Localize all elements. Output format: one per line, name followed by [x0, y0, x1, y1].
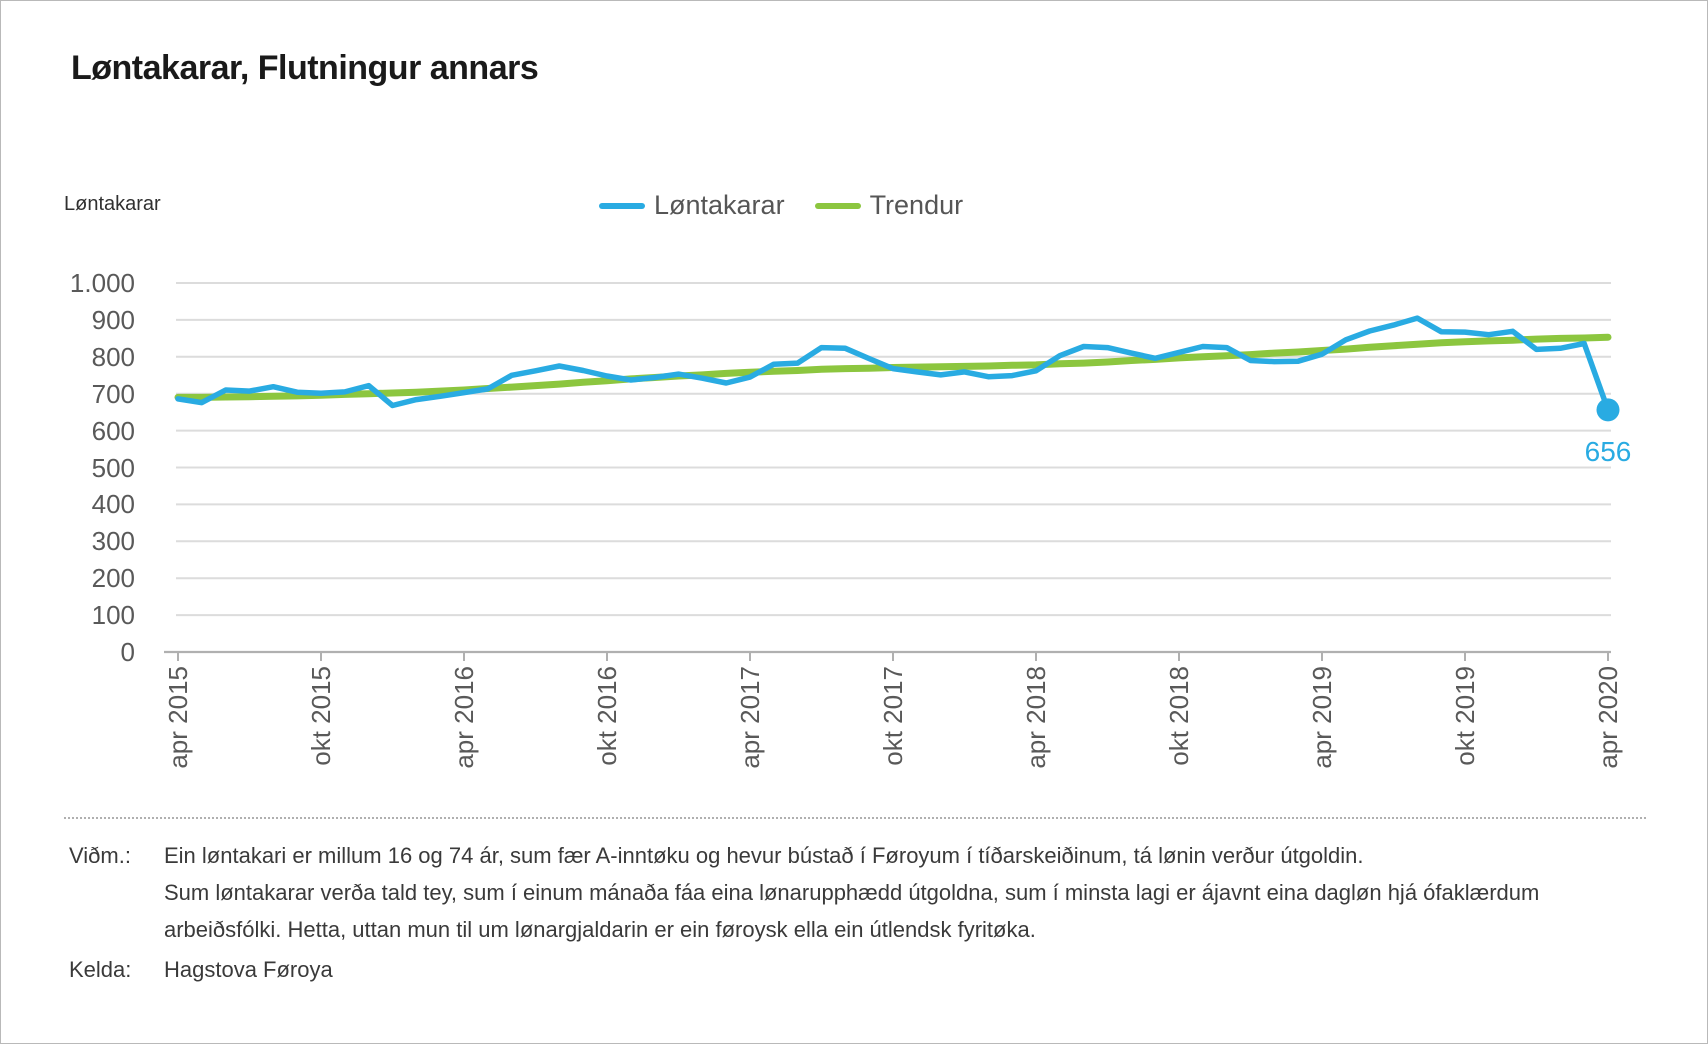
x-axis-tick-label: okt 2015 [306, 666, 336, 766]
page-title: Løntakarar, Flutningur annars [71, 49, 539, 87]
y-axis-tick-label: 100 [91, 600, 135, 631]
y-axis-tick-label: 0 [120, 637, 135, 667]
x-axis-tick-label: okt 2017 [878, 666, 908, 766]
footer-divider [64, 817, 1646, 819]
y-axis-tick-label: 300 [91, 526, 135, 557]
trendur-line-swatch-icon [814, 202, 861, 209]
x-axis-tick-label: apr 2020 [1593, 666, 1623, 769]
y-axis-tick-label: 400 [91, 489, 135, 520]
y-axis-tick-label: 200 [91, 563, 135, 594]
x-axis-tick-label: apr 2018 [1021, 666, 1051, 769]
y-axis-tick-label: 1.000 [69, 268, 135, 298]
y-axis-tick-label: 900 [91, 304, 135, 335]
x-axis-tick-label: apr 2019 [1307, 666, 1337, 769]
x-axis-tick-label: apr 2017 [735, 666, 765, 769]
series-line-løntakarar [175, 315, 1611, 413]
x-axis-tick-label: okt 2018 [1164, 666, 1194, 766]
note-label: Viðm.: [69, 843, 131, 868]
y-axis-tick-label: 700 [91, 378, 135, 409]
note-line-2: Sum løntakarar verða tald tey, sum í ein… [164, 880, 1540, 905]
y-axis-tick-label: 500 [91, 452, 135, 483]
legend-label: Trendur [869, 190, 964, 220]
x-axis-tick-label: okt 2016 [592, 666, 622, 766]
x-axis-tick-label: apr 2016 [449, 666, 479, 769]
legend: Løntakarar Trendur [599, 190, 963, 221]
y-axis-title: Løntakarar [64, 193, 161, 215]
source-label: Kelda: [69, 957, 132, 982]
x-axis-tick-label: apr 2015 [163, 666, 193, 769]
note-line-3: arbeiðsfólki. Hetta, uttan mun til um lø… [164, 917, 1036, 942]
legend-item-trendur: Trendur [814, 190, 964, 221]
source-value: Hagstova Føroya [164, 957, 333, 982]
last-value-label: 656 [1584, 435, 1632, 467]
note-line-1: Ein løntakari er millum 16 og 74 ár, sum… [164, 843, 1364, 868]
y-axis-tick-label: 600 [91, 415, 135, 446]
lontakarar-line-swatch-icon [599, 202, 645, 209]
last-point-marker [1596, 398, 1620, 422]
x-axis-tick-label: okt 2019 [1450, 666, 1480, 766]
legend-item-lontakarar: Løntakarar [599, 190, 785, 221]
legend-label: Løntakarar [654, 190, 785, 220]
y-axis-tick-label: 800 [91, 341, 135, 372]
